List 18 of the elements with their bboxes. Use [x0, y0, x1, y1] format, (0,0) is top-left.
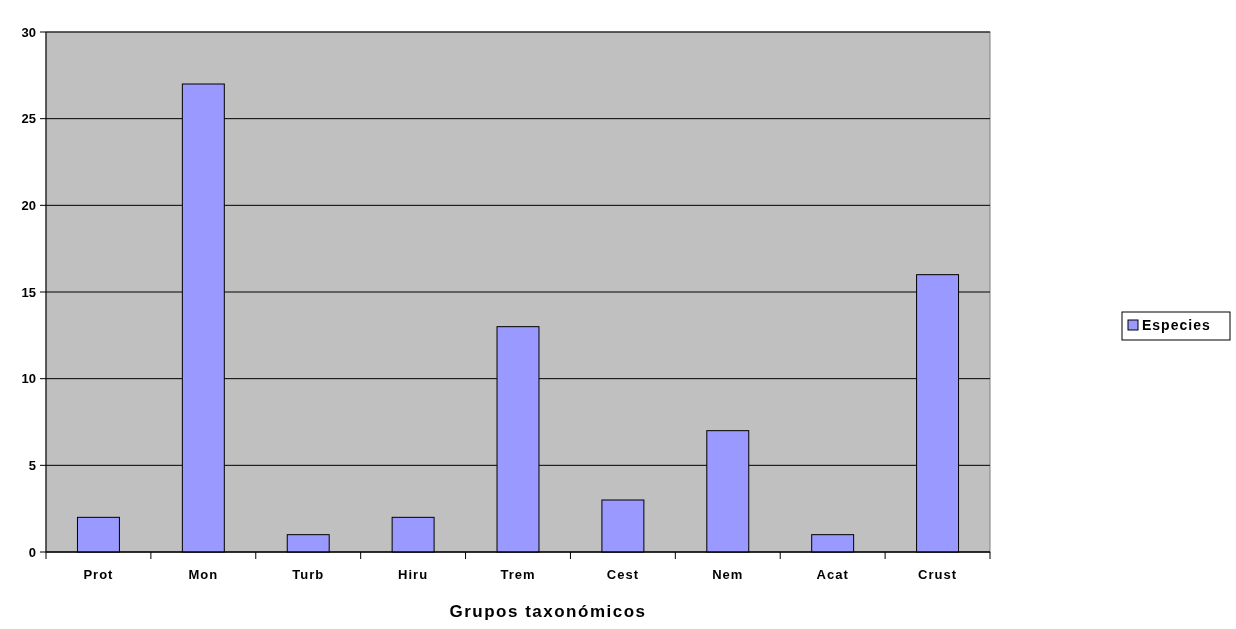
y-tick-label: 10: [21, 371, 36, 387]
x-tick-label: Trem: [500, 567, 536, 582]
y-tick-label: 15: [21, 284, 36, 300]
x-tick-label: Mon: [188, 567, 219, 582]
x-tick-label: Crust: [918, 567, 958, 582]
x-tick-label: Hiru: [398, 567, 429, 582]
y-tick-label: 25: [21, 111, 36, 127]
x-tick-label: Turb: [292, 567, 325, 582]
x-tick-label: Cest: [606, 567, 639, 582]
x-tick-label: Acat: [816, 567, 849, 582]
x-axis-title: Grupos taxonómicos: [449, 602, 647, 621]
y-tick-label: 5: [28, 457, 36, 473]
x-tick-label: Prot: [83, 567, 114, 582]
y-tick-label: 30: [21, 24, 36, 40]
y-tick-label: 0: [28, 544, 36, 560]
y-tick-label: 20: [21, 197, 36, 213]
legend-label: Especies: [1142, 317, 1211, 333]
x-tick-label: Nem: [712, 567, 744, 582]
